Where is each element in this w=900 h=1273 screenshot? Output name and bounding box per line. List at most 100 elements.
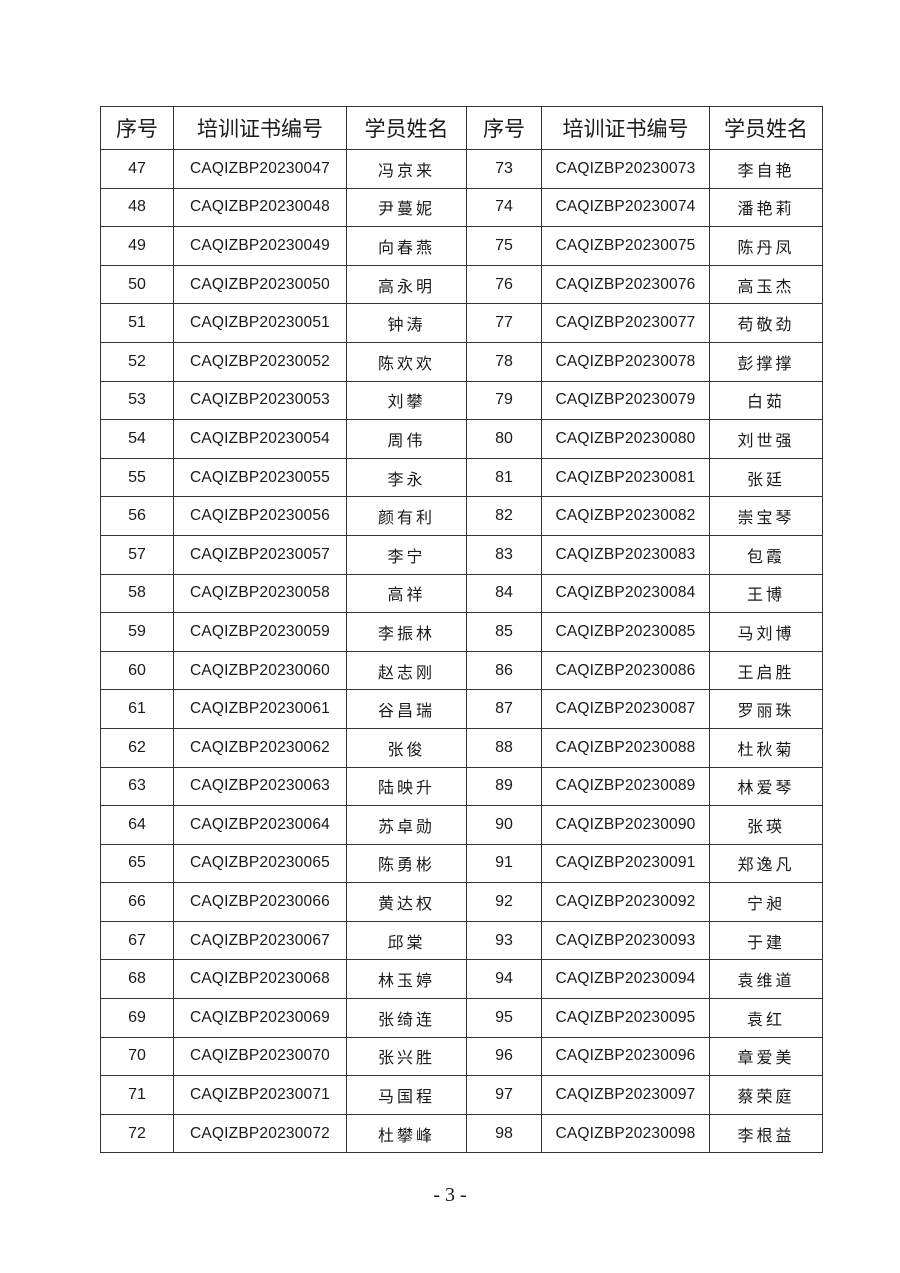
seq-cell: 61 <box>100 689 174 729</box>
student-name-cell: 李根益 <box>709 1113 823 1154</box>
student-name-cell: 刘攀 <box>346 380 467 421</box>
seq-cell: 76 <box>466 264 542 305</box>
student-name-cell: 向春燕 <box>346 226 467 266</box>
table-row: 59 CAQIZBP20230059 李振林 85 CAQIZBP20230085 马刘博 <box>100 612 823 652</box>
seq-cell: 51 <box>100 303 174 343</box>
table-row: 47 CAQIZBP20230047 冯京来 73 CAQIZBP20230073 李自艳 <box>100 149 823 189</box>
cert-no-cell: CAQIZBP20230050 <box>173 264 347 305</box>
seq-cell: 78 <box>466 341 542 382</box>
seq-cell: 88 <box>466 727 542 768</box>
cert-no-cell: CAQIZBP20230075 <box>541 226 710 266</box>
seq-cell: 85 <box>466 612 542 652</box>
table-row: 54 CAQIZBP20230054 周伟 80 CAQIZBP20230080 刘世强 <box>100 419 823 459</box>
cert-no-cell: CAQIZBP20230081 <box>541 457 710 498</box>
cert-no-cell: CAQIZBP20230053 <box>173 380 347 421</box>
cert-no-cell: CAQIZBP20230065 <box>173 843 347 884</box>
cert-no-cell: CAQIZBP20230068 <box>173 959 347 1000</box>
seq-cell: 93 <box>466 920 542 961</box>
seq-cell: 83 <box>466 534 542 575</box>
student-name-cell: 高玉杰 <box>709 264 823 305</box>
cert-no-cell: CAQIZBP20230094 <box>541 959 710 1000</box>
student-name-cell: 陈丹凤 <box>709 226 823 266</box>
table-row: 61 CAQIZBP20230061 谷昌瑞 87 CAQIZBP20230087 罗丽珠 <box>100 689 823 729</box>
cert-no-cell: CAQIZBP20230080 <box>541 419 710 459</box>
table-row: 66 CAQIZBP20230066 黄达权 92 CAQIZBP20230092 宁昶 <box>100 882 823 922</box>
seq-cell: 80 <box>466 419 542 459</box>
seq-cell: 49 <box>100 226 174 266</box>
table-row: 53 CAQIZBP20230053 刘攀 79 CAQIZBP20230079 白茹 <box>100 380 823 421</box>
student-name-cell: 周伟 <box>346 419 467 459</box>
cert-no-cell: CAQIZBP20230061 <box>173 689 347 729</box>
cert-no-cell: CAQIZBP20230079 <box>541 380 710 421</box>
student-name-cell: 钟涛 <box>346 303 467 343</box>
student-name-cell: 马国程 <box>346 1075 467 1115</box>
table-row: 57 CAQIZBP20230057 李宁 83 CAQIZBP20230083 包霞 <box>100 534 823 575</box>
student-name-cell: 袁维道 <box>709 959 823 1000</box>
student-name-cell: 谷昌瑞 <box>346 689 467 729</box>
student-name-cell: 冯京来 <box>346 149 467 189</box>
cert-no-cell: CAQIZBP20230058 <box>173 573 347 614</box>
seq-cell: 63 <box>100 766 174 807</box>
cert-no-cell: CAQIZBP20230083 <box>541 534 710 575</box>
seq-cell: 91 <box>466 843 542 884</box>
cert-no-cell: CAQIZBP20230051 <box>173 303 347 343</box>
student-name-cell: 包霞 <box>709 534 823 575</box>
cert-no-cell: CAQIZBP20230085 <box>541 612 710 652</box>
student-name-cell: 王博 <box>709 573 823 614</box>
student-name-cell: 赵志刚 <box>346 650 467 691</box>
student-name-cell: 杜秋菊 <box>709 727 823 768</box>
cert-no-cell: CAQIZBP20230077 <box>541 303 710 343</box>
cert-no-cell: CAQIZBP20230076 <box>541 264 710 305</box>
header-name: 学员姓名 <box>346 106 467 150</box>
student-name-cell: 张兴胜 <box>346 1036 467 1077</box>
header-row: 序号 培训证书编号 学员姓名 序号 培训证书编号 学员姓名 <box>100 106 823 150</box>
cert-no-cell: CAQIZBP20230088 <box>541 727 710 768</box>
table-row: 63 CAQIZBP20230063 陆映升 89 CAQIZBP20230089 林爱琴 <box>100 766 823 807</box>
seq-cell: 56 <box>100 496 174 536</box>
cert-no-cell: CAQIZBP20230054 <box>173 419 347 459</box>
cert-no-cell: CAQIZBP20230069 <box>173 998 347 1038</box>
student-name-cell: 林爱琴 <box>709 766 823 807</box>
table-row: 69 CAQIZBP20230069 张绮连 95 CAQIZBP20230095 袁红 <box>100 998 823 1038</box>
seq-cell: 66 <box>100 882 174 922</box>
student-name-cell: 苟敬劲 <box>709 303 823 343</box>
seq-cell: 62 <box>100 727 174 768</box>
table-row: 51 CAQIZBP20230051 钟涛 77 CAQIZBP20230077 苟敬劲 <box>100 303 823 343</box>
seq-cell: 95 <box>466 998 542 1038</box>
student-name-cell: 章爱美 <box>709 1036 823 1077</box>
student-name-cell: 苏卓勋 <box>346 805 467 845</box>
student-name-cell: 李宁 <box>346 534 467 575</box>
seq-cell: 72 <box>100 1113 174 1154</box>
cert-no-cell: CAQIZBP20230072 <box>173 1113 347 1154</box>
seq-cell: 82 <box>466 496 542 536</box>
cert-no-cell: CAQIZBP20230092 <box>541 882 710 922</box>
seq-cell: 47 <box>100 149 174 189</box>
seq-cell: 97 <box>466 1075 542 1115</box>
seq-cell: 98 <box>466 1113 542 1154</box>
student-name-cell: 李振林 <box>346 612 467 652</box>
seq-cell: 52 <box>100 341 174 382</box>
cert-no-cell: CAQIZBP20230089 <box>541 766 710 807</box>
cert-no-cell: CAQIZBP20230093 <box>541 920 710 961</box>
seq-cell: 58 <box>100 573 174 614</box>
certificate-table: 序号 培训证书编号 学员姓名 序号 培训证书编号 学员姓名 47 CAQIZBP2… <box>100 106 823 1154</box>
table-row: 52 CAQIZBP20230052 陈欢欢 78 CAQIZBP20230078 彭撑撑 <box>100 341 823 382</box>
cert-no-cell: CAQIZBP20230087 <box>541 689 710 729</box>
cert-no-cell: CAQIZBP20230096 <box>541 1036 710 1077</box>
cert-no-cell: CAQIZBP20230060 <box>173 650 347 691</box>
seq-cell: 60 <box>100 650 174 691</box>
cert-no-cell: CAQIZBP20230047 <box>173 149 347 189</box>
table-row: 55 CAQIZBP20230055 李永 81 CAQIZBP20230081 张廷 <box>100 457 823 498</box>
seq-cell: 89 <box>466 766 542 807</box>
student-name-cell: 彭撑撑 <box>709 341 823 382</box>
student-name-cell: 蔡荣庭 <box>709 1075 823 1115</box>
seq-cell: 71 <box>100 1075 174 1115</box>
student-name-cell: 王启胜 <box>709 650 823 691</box>
cert-no-cell: CAQIZBP20230052 <box>173 341 347 382</box>
cert-no-cell: CAQIZBP20230095 <box>541 998 710 1038</box>
seq-cell: 53 <box>100 380 174 421</box>
seq-cell: 57 <box>100 534 174 575</box>
student-name-cell: 李永 <box>346 457 467 498</box>
cert-no-cell: CAQIZBP20230059 <box>173 612 347 652</box>
student-name-cell: 于建 <box>709 920 823 961</box>
